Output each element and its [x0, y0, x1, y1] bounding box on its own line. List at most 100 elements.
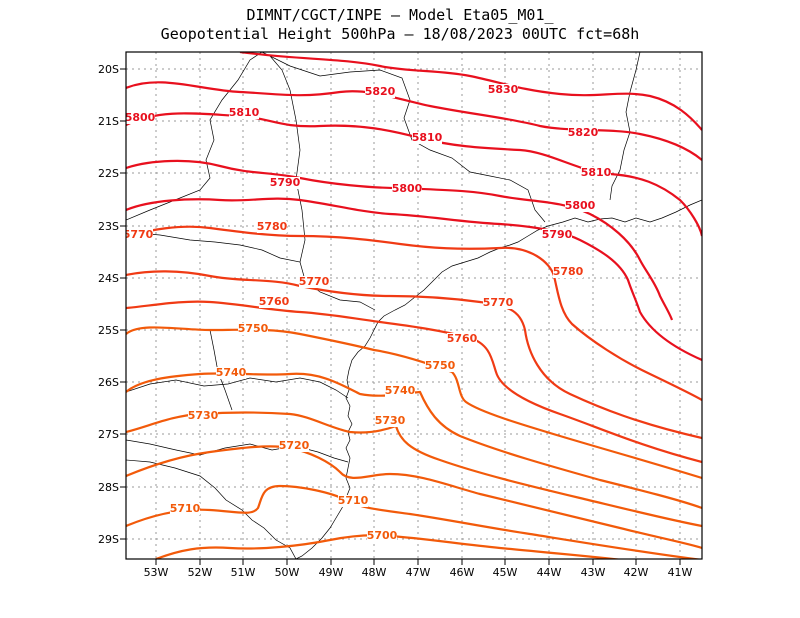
contour-label-bg	[229, 107, 259, 119]
border-rs-west	[126, 459, 297, 559]
contour-labels: 5830 5820 5820 5810 5810 5810 5800 5800 5800 5790…	[123, 83, 612, 542]
contour-label-bg	[126, 229, 153, 241]
lon-tick-label: 51W	[231, 566, 256, 579]
contour-label-bg	[338, 495, 368, 507]
chart-title-line1: DIMNT/CGCT/INPE – Model Eta05_M01_	[246, 6, 554, 24]
contour-label-bg	[542, 229, 572, 241]
contour-label-bg	[279, 440, 309, 452]
contour-label: 5790	[270, 176, 301, 189]
contour-label-bg	[216, 367, 246, 379]
contour-5820	[126, 81, 702, 161]
lon-tick-label: 47W	[406, 566, 431, 579]
contour-label-bg	[483, 297, 513, 309]
contour-label: 5730	[375, 414, 406, 427]
contour-label-bg	[553, 266, 583, 278]
contour-label-bg	[365, 86, 395, 98]
lat-tick-label: 25S	[98, 324, 119, 337]
contour-label: 5820	[568, 126, 599, 139]
contour-label: 5720	[279, 439, 310, 452]
lon-tick-label: 44W	[537, 566, 562, 579]
lat-tick-labels: 20S 21S 22S 23S 24S 25S 26S 27S 28S 29S	[98, 63, 119, 546]
contour-label-bg	[412, 132, 442, 144]
lat-tick-label: 22S	[98, 167, 119, 180]
contour-label: 5780	[257, 220, 288, 233]
contour-label: 5760	[259, 295, 290, 308]
contour-5780	[126, 225, 702, 401]
contour-label: 5740	[385, 384, 416, 397]
lon-tick-label: 48W	[362, 566, 387, 579]
contour-5770	[126, 270, 702, 440]
border-ms-sp	[269, 55, 306, 263]
coastline	[295, 199, 702, 559]
lon-tick-label: 42W	[624, 566, 649, 579]
lat-tick-label: 20S	[98, 63, 119, 76]
contour-label: 5810	[581, 166, 612, 179]
contour-label-bg	[367, 530, 397, 542]
contour-label: 5780	[553, 265, 584, 278]
lon-tick-label: 45W	[493, 566, 518, 579]
border-mg-sp	[126, 52, 263, 221]
lon-tick-labels: 53W 52W 51W 50W 49W 48W 47W 46W 45W 44W …	[144, 566, 693, 579]
plot-frame	[125, 51, 703, 560]
contour-label: 5760	[447, 332, 478, 345]
contour-label: 5750	[238, 322, 269, 335]
lon-tick-label: 41W	[668, 566, 693, 579]
contour-label: 5750	[425, 359, 456, 372]
axis-ticks	[120, 68, 681, 565]
lat-tick-label: 24S	[98, 272, 119, 285]
contour-label-bg	[565, 200, 595, 212]
contour-label-bg	[238, 323, 268, 335]
contour-label: 5710	[170, 502, 201, 515]
contour-label: 5710	[338, 494, 369, 507]
lon-tick-label: 53W	[144, 566, 169, 579]
contour-label-bg	[385, 385, 415, 397]
contour-label: 5800	[125, 111, 156, 124]
contour-5710	[126, 484, 702, 559]
lat-tick-label: 26S	[98, 376, 119, 389]
contour-label: 5740	[216, 366, 247, 379]
contour-label-bg	[581, 167, 611, 179]
contour-5720	[126, 445, 702, 550]
lat-tick-label: 23S	[98, 220, 119, 233]
contour-label-bg	[375, 415, 405, 427]
lat-tick-label: 27S	[98, 428, 119, 441]
contour-5800	[126, 159, 674, 321]
lon-tick-label: 50W	[275, 566, 300, 579]
contour-label: 5770	[123, 228, 154, 241]
lat-tick-label: 28S	[98, 481, 119, 494]
contour-label: 5770	[483, 296, 514, 309]
contour-label: 5800	[565, 199, 596, 212]
contour-label: 5770	[299, 275, 330, 288]
contour-label-bg	[259, 296, 289, 308]
lat-tick-label: 29S	[98, 533, 119, 546]
contour-label: 5810	[412, 131, 443, 144]
height-contours	[126, 52, 702, 559]
contour-label: 5800	[392, 182, 423, 195]
lon-tick-label: 52W	[188, 566, 213, 579]
contour-label: 5700	[367, 529, 398, 542]
lat-tick-label: 21S	[98, 115, 119, 128]
lon-tick-label: 46W	[450, 566, 475, 579]
coastline-borders	[126, 52, 702, 559]
chart-title-line2: Geopotential Height 500hPa – 18/08/2023 …	[160, 25, 640, 43]
contour-label-bg	[488, 84, 518, 96]
contour-label-bg	[392, 183, 422, 195]
contour-label-bg	[170, 503, 200, 515]
border-sc-rs	[126, 439, 349, 463]
border-pr-sc	[126, 377, 349, 399]
contour-label-bg	[568, 127, 598, 139]
contour-label-bg	[188, 410, 218, 422]
contour-label-bg	[257, 221, 287, 233]
contour-label-bg	[299, 276, 329, 288]
contour-5760	[126, 300, 702, 464]
contour-label: 5730	[188, 409, 219, 422]
contour-5790	[126, 197, 702, 362]
lon-tick-label: 43W	[581, 566, 606, 579]
contour-label-bg	[425, 360, 455, 372]
contour-label: 5820	[365, 85, 396, 98]
contour-5750	[126, 326, 702, 480]
contour-label: 5790	[542, 228, 573, 241]
contour-label-bg	[447, 333, 477, 345]
contour-5830	[239, 52, 702, 131]
contour-label-bg	[126, 112, 155, 124]
